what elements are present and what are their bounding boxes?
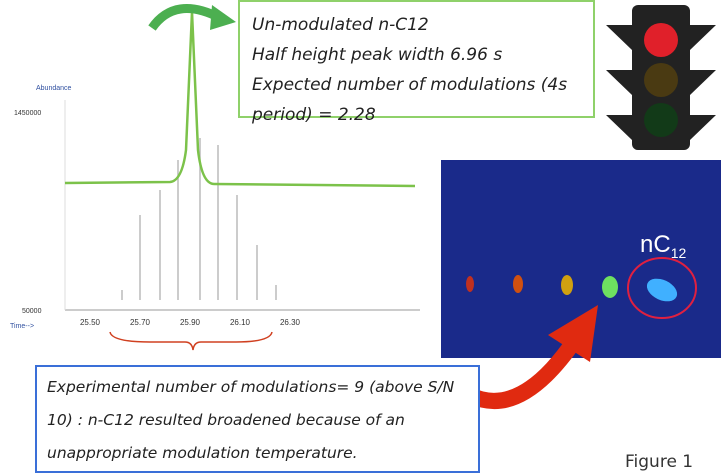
x-tick-label: 25.90	[180, 318, 201, 327]
green-box-text: Half height peak width 6.96 s Expected n…	[252, 45, 568, 125]
brace	[109, 331, 273, 351]
x-tick-label: 26.30	[280, 318, 301, 327]
y-top-label: 1450000	[14, 110, 41, 117]
red-arrow-head	[548, 305, 598, 362]
x-axis-label: Time-->	[10, 323, 34, 330]
x-tick-label: 26.10	[230, 318, 251, 327]
green-box: Un-modulated n-C12 Half height peak widt…	[238, 0, 595, 125]
y-bottom-label: 50000	[22, 308, 42, 315]
x-ticks: 25.50 25.70 25.90 26.10 26.30	[80, 318, 301, 327]
green-arrow	[148, 4, 223, 31]
x-tick-label: 25.70	[130, 318, 151, 327]
red-arrow	[466, 335, 582, 409]
y-axis-label: Abundance	[36, 85, 72, 92]
x-tick-label: 25.50	[80, 318, 101, 327]
traffic-light	[606, 5, 716, 150]
green-box-title: Un-modulated n-C12	[252, 15, 429, 35]
blue-box: Experimental number of modulations= 9 (a…	[35, 365, 480, 473]
caption: Figure 1	[625, 452, 694, 472]
green-arrow-head	[210, 5, 236, 30]
nc12-label: nC12	[640, 231, 686, 261]
